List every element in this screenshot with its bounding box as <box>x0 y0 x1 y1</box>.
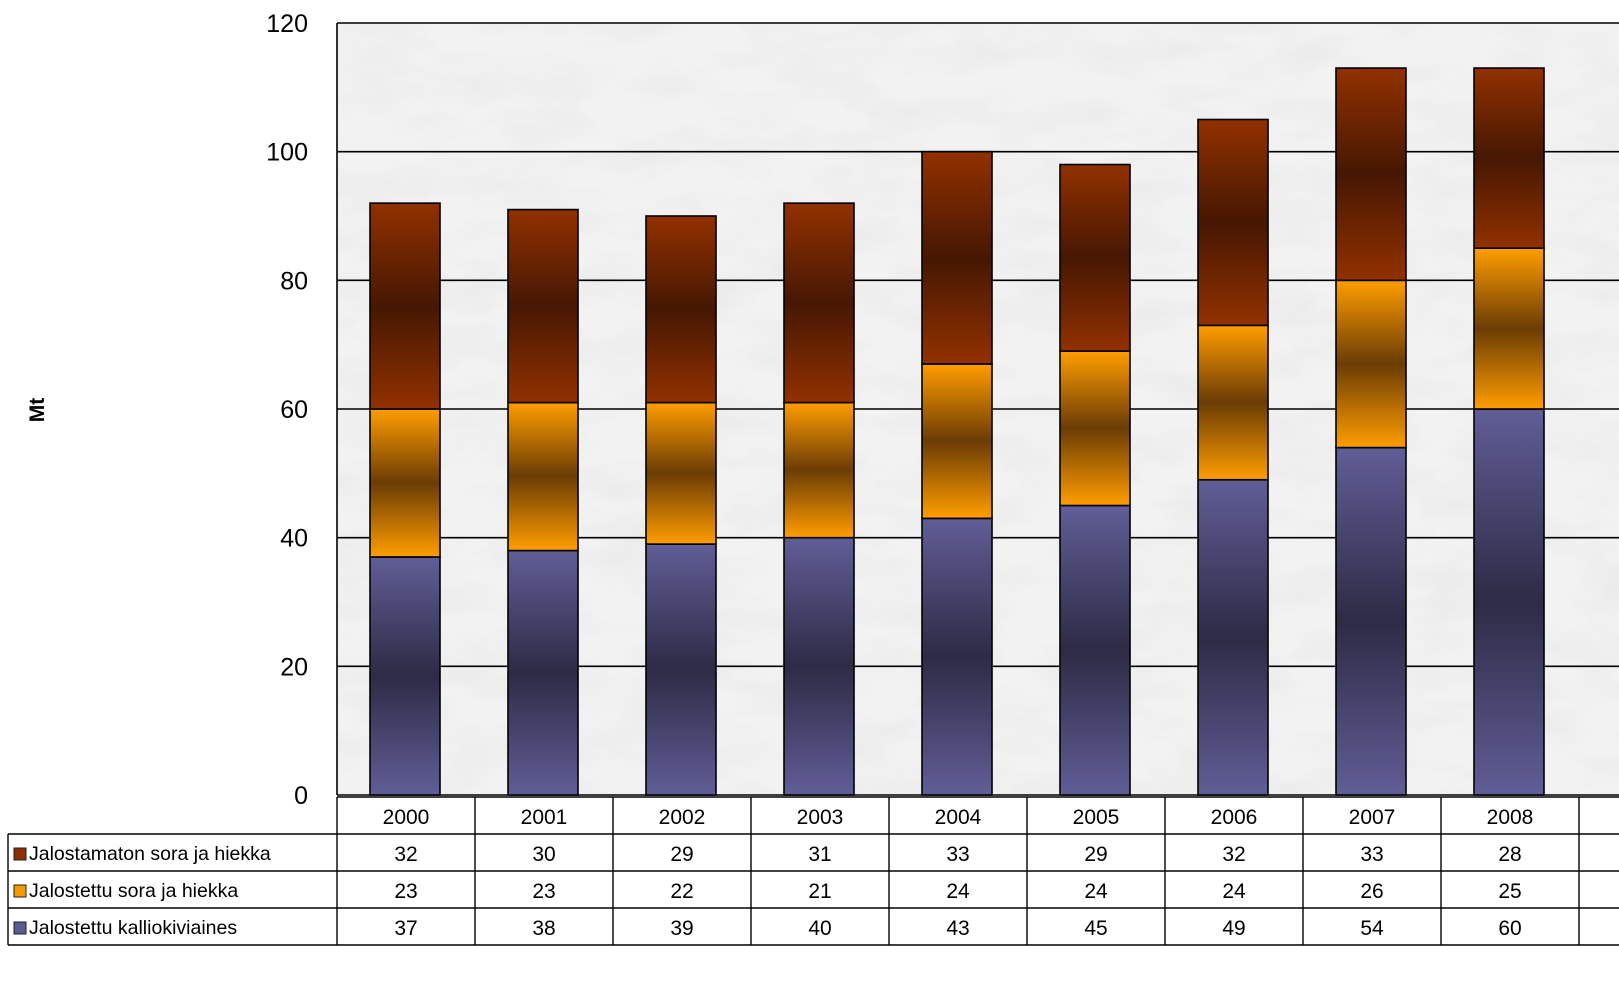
bar-2003-jalostettu-sora-ja-hiekka <box>783 401 855 539</box>
table-cell-0-2001: 38 <box>532 917 555 940</box>
bar-2001-jalostamaton-sora-ja-hiekka <box>507 208 579 404</box>
table-cell-0-2006: 49 <box>1222 917 1245 940</box>
bar-2006-jalostamaton-sora-ja-hiekka <box>1197 118 1269 327</box>
bar-2001-jalostettu-kalliokiviaines <box>507 549 579 796</box>
table-cell-1-2006: 24 <box>1222 880 1246 903</box>
table-cell-2-2008: 28 <box>1498 843 1521 866</box>
legend-label-2: Jalostamaton sora ja hiekka <box>29 843 271 865</box>
bar-2008-jalostettu-kalliokiviaines <box>1473 408 1545 796</box>
table-cell-0-2000: 37 <box>394 917 417 940</box>
bar-2001-jalostettu-sora-ja-hiekka <box>507 401 579 552</box>
x-tick-label-2003: 2003 <box>797 806 844 829</box>
table-cell-2-2004: 33 <box>946 843 969 866</box>
legend-swatch-1 <box>13 884 27 898</box>
x-tick-label-2002: 2002 <box>659 806 706 829</box>
y-tick-label-0: 0 <box>294 782 308 810</box>
table-cell-1-2007: 26 <box>1360 880 1383 903</box>
x-tick-label-2000: 2000 <box>383 806 430 829</box>
table-cell-2-2000: 32 <box>394 843 417 866</box>
x-tick-label-2004: 2004 <box>935 806 982 829</box>
y-tick-label-120: 120 <box>266 10 308 38</box>
table-cell-1-2002: 22 <box>670 880 693 903</box>
bar-2006-jalostettu-kalliokiviaines <box>1197 478 1269 796</box>
table-cell-1-2008: 25 <box>1498 880 1521 903</box>
y-axis-label: Mt <box>26 398 49 423</box>
table-cell-0-2008: 60 <box>1498 917 1521 940</box>
bar-2004-jalostamaton-sora-ja-hiekka <box>921 150 993 365</box>
table-cell-2-2005: 29 <box>1084 843 1107 866</box>
bar-2008-jalostamaton-sora-ja-hiekka <box>1473 67 1545 249</box>
bar-2002-jalostettu-kalliokiviaines <box>645 543 717 796</box>
legend-swatch-2 <box>13 847 27 861</box>
x-tick-label-2001: 2001 <box>521 806 568 829</box>
legend-label-0: Jalostettu kalliokiviaines <box>29 917 237 939</box>
bar-2006-jalostettu-sora-ja-hiekka <box>1197 324 1269 481</box>
bar-2003-jalostamaton-sora-ja-hiekka <box>783 202 855 404</box>
table-cell-1-2005: 24 <box>1084 880 1108 903</box>
y-tick-label-60: 60 <box>280 396 308 424</box>
legend-swatch-0 <box>13 921 27 935</box>
table-cell-1-2000: 23 <box>394 880 417 903</box>
y-tick-label-80: 80 <box>280 267 308 295</box>
x-tick-label-2005: 2005 <box>1073 806 1120 829</box>
y-tick-label-100: 100 <box>266 139 308 167</box>
y-tick-label-20: 20 <box>280 653 308 681</box>
x-tick-label-2007: 2007 <box>1349 806 1396 829</box>
table-cell-0-2005: 45 <box>1084 917 1107 940</box>
x-tick-label-2008: 2008 <box>1487 806 1534 829</box>
bar-2004-jalostettu-kalliokiviaines <box>921 517 993 796</box>
table-cell-0-2004: 43 <box>946 917 969 940</box>
table-cell-2-2001: 30 <box>532 843 555 866</box>
y-tick-label-40: 40 <box>280 525 308 553</box>
table-cell-1-2001: 23 <box>532 880 555 903</box>
table-cell-1-2004: 24 <box>946 880 970 903</box>
bar-2002-jalostettu-sora-ja-hiekka <box>645 401 717 545</box>
bar-2002-jalostamaton-sora-ja-hiekka <box>645 215 717 404</box>
table-cell-1-2003: 21 <box>808 880 831 903</box>
bar-2007-jalostettu-kalliokiviaines <box>1335 446 1407 796</box>
x-tick-label-2006: 2006 <box>1211 806 1258 829</box>
table-cell-2-2003: 31 <box>808 843 831 866</box>
table-cell-2-2002: 29 <box>670 843 693 866</box>
bar-2000-jalostamaton-sora-ja-hiekka <box>369 202 441 410</box>
table-cell-2-2007: 33 <box>1360 843 1383 866</box>
bar-2003-jalostettu-kalliokiviaines <box>783 536 855 796</box>
table-cell-0-2003: 40 <box>808 917 831 940</box>
bar-2007-jalostettu-sora-ja-hiekka <box>1335 279 1407 449</box>
table-cell-0-2007: 54 <box>1360 917 1384 940</box>
bar-2007-jalostamaton-sora-ja-hiekka <box>1335 67 1407 282</box>
bar-2005-jalostamaton-sora-ja-hiekka <box>1059 163 1131 352</box>
bar-2000-jalostettu-sora-ja-hiekka <box>369 408 441 558</box>
bar-2005-jalostettu-sora-ja-hiekka <box>1059 350 1131 507</box>
table-cell-2-2006: 32 <box>1222 843 1245 866</box>
bar-2008-jalostettu-sora-ja-hiekka <box>1473 247 1545 410</box>
table-cell-0-2002: 39 <box>670 917 693 940</box>
legend-label-1: Jalostettu sora ja hiekka <box>29 880 238 902</box>
bar-2000-jalostettu-kalliokiviaines <box>369 556 441 796</box>
bar-2005-jalostettu-kalliokiviaines <box>1059 504 1131 796</box>
bar-2004-jalostettu-sora-ja-hiekka <box>921 363 993 520</box>
